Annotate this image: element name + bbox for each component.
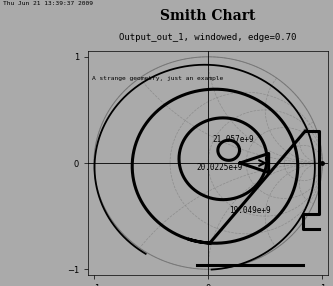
Text: Thu Jun 21 13:39:37 2009: Thu Jun 21 13:39:37 2009 bbox=[3, 1, 93, 6]
Text: 19.049e+9: 19.049e+9 bbox=[229, 206, 270, 215]
Text: Smith Chart: Smith Chart bbox=[161, 9, 256, 23]
Text: Output_out_1, windowed, edge=0.70: Output_out_1, windowed, edge=0.70 bbox=[120, 33, 297, 42]
Text: A strange geometry, just an example: A strange geometry, just an example bbox=[92, 76, 223, 81]
Text: 20.0225e+9: 20.0225e+9 bbox=[197, 164, 243, 172]
Text: 21.057e+9: 21.057e+9 bbox=[213, 135, 254, 144]
